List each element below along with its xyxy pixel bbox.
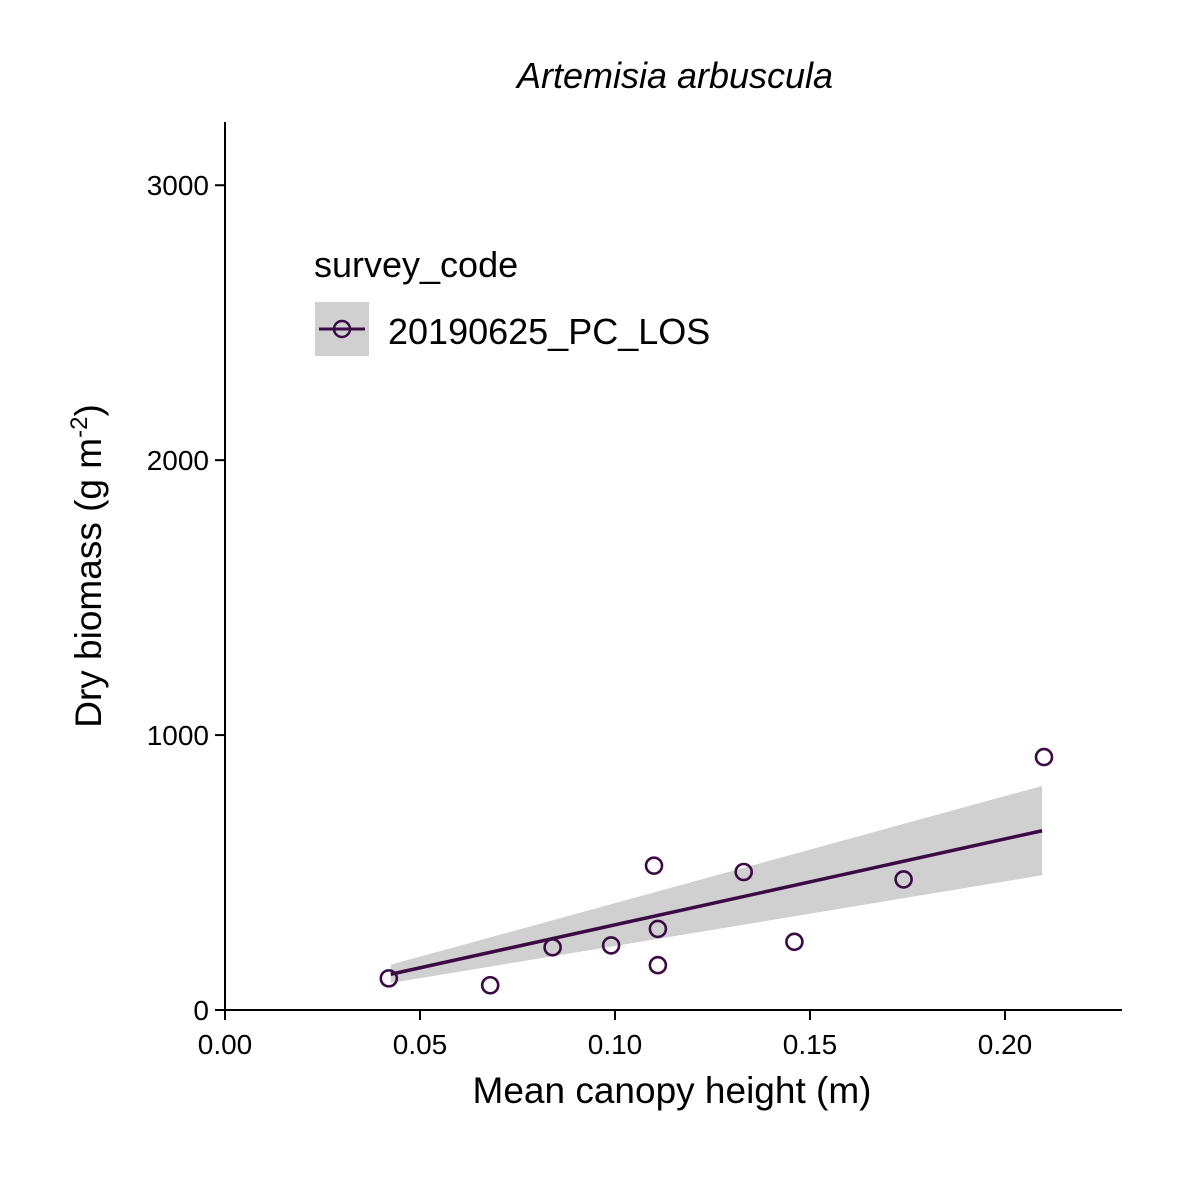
y-tick-label: 3000 [147,170,209,201]
y-axis-title-close: ) [68,404,109,416]
y-tick-label: 1000 [147,720,209,751]
x-tick-label: 0.10 [588,1029,643,1060]
x-tick-label: 0.00 [198,1029,253,1060]
y-axis-ticks: 0 1000 2000 3000 [147,170,225,1026]
legend-title: survey_code [314,244,518,285]
data-point [648,955,668,975]
data-point [894,870,913,889]
legend-entry-label: 20190625_PC_LOS [388,311,710,352]
y-axis-title: Dry biomass (g m-2) [66,404,109,728]
data-point [1034,747,1054,767]
data-point [644,856,664,875]
legend: survey_code 20190625_PC_LOS [314,244,710,356]
x-axis-title: Mean canopy height (m) [473,1070,872,1111]
y-axis-title-main: Dry biomass (g m [68,438,109,728]
data-point [379,969,399,988]
data-point [601,936,621,955]
legend-key-point [332,319,352,339]
y-tick-label: 0 [193,995,209,1026]
regression-line [390,829,1043,976]
y-tick-label: 2000 [147,445,209,476]
data-point [543,938,562,957]
data-point [648,919,668,939]
data-point [785,932,804,952]
x-axis-ticks: 0.00 0.05 0.10 0.15 0.20 [198,1010,1033,1060]
y-axis-title-superscript: -2 [66,417,93,438]
data-point [734,862,754,882]
confidence-band [390,785,1043,984]
data-point [480,975,500,995]
plot-area [379,747,1054,995]
x-tick-label: 0.20 [978,1029,1033,1060]
chart-title: Artemisia arbuscula [515,55,833,96]
x-tick-label: 0.15 [783,1029,838,1060]
x-tick-label: 0.05 [393,1029,448,1060]
